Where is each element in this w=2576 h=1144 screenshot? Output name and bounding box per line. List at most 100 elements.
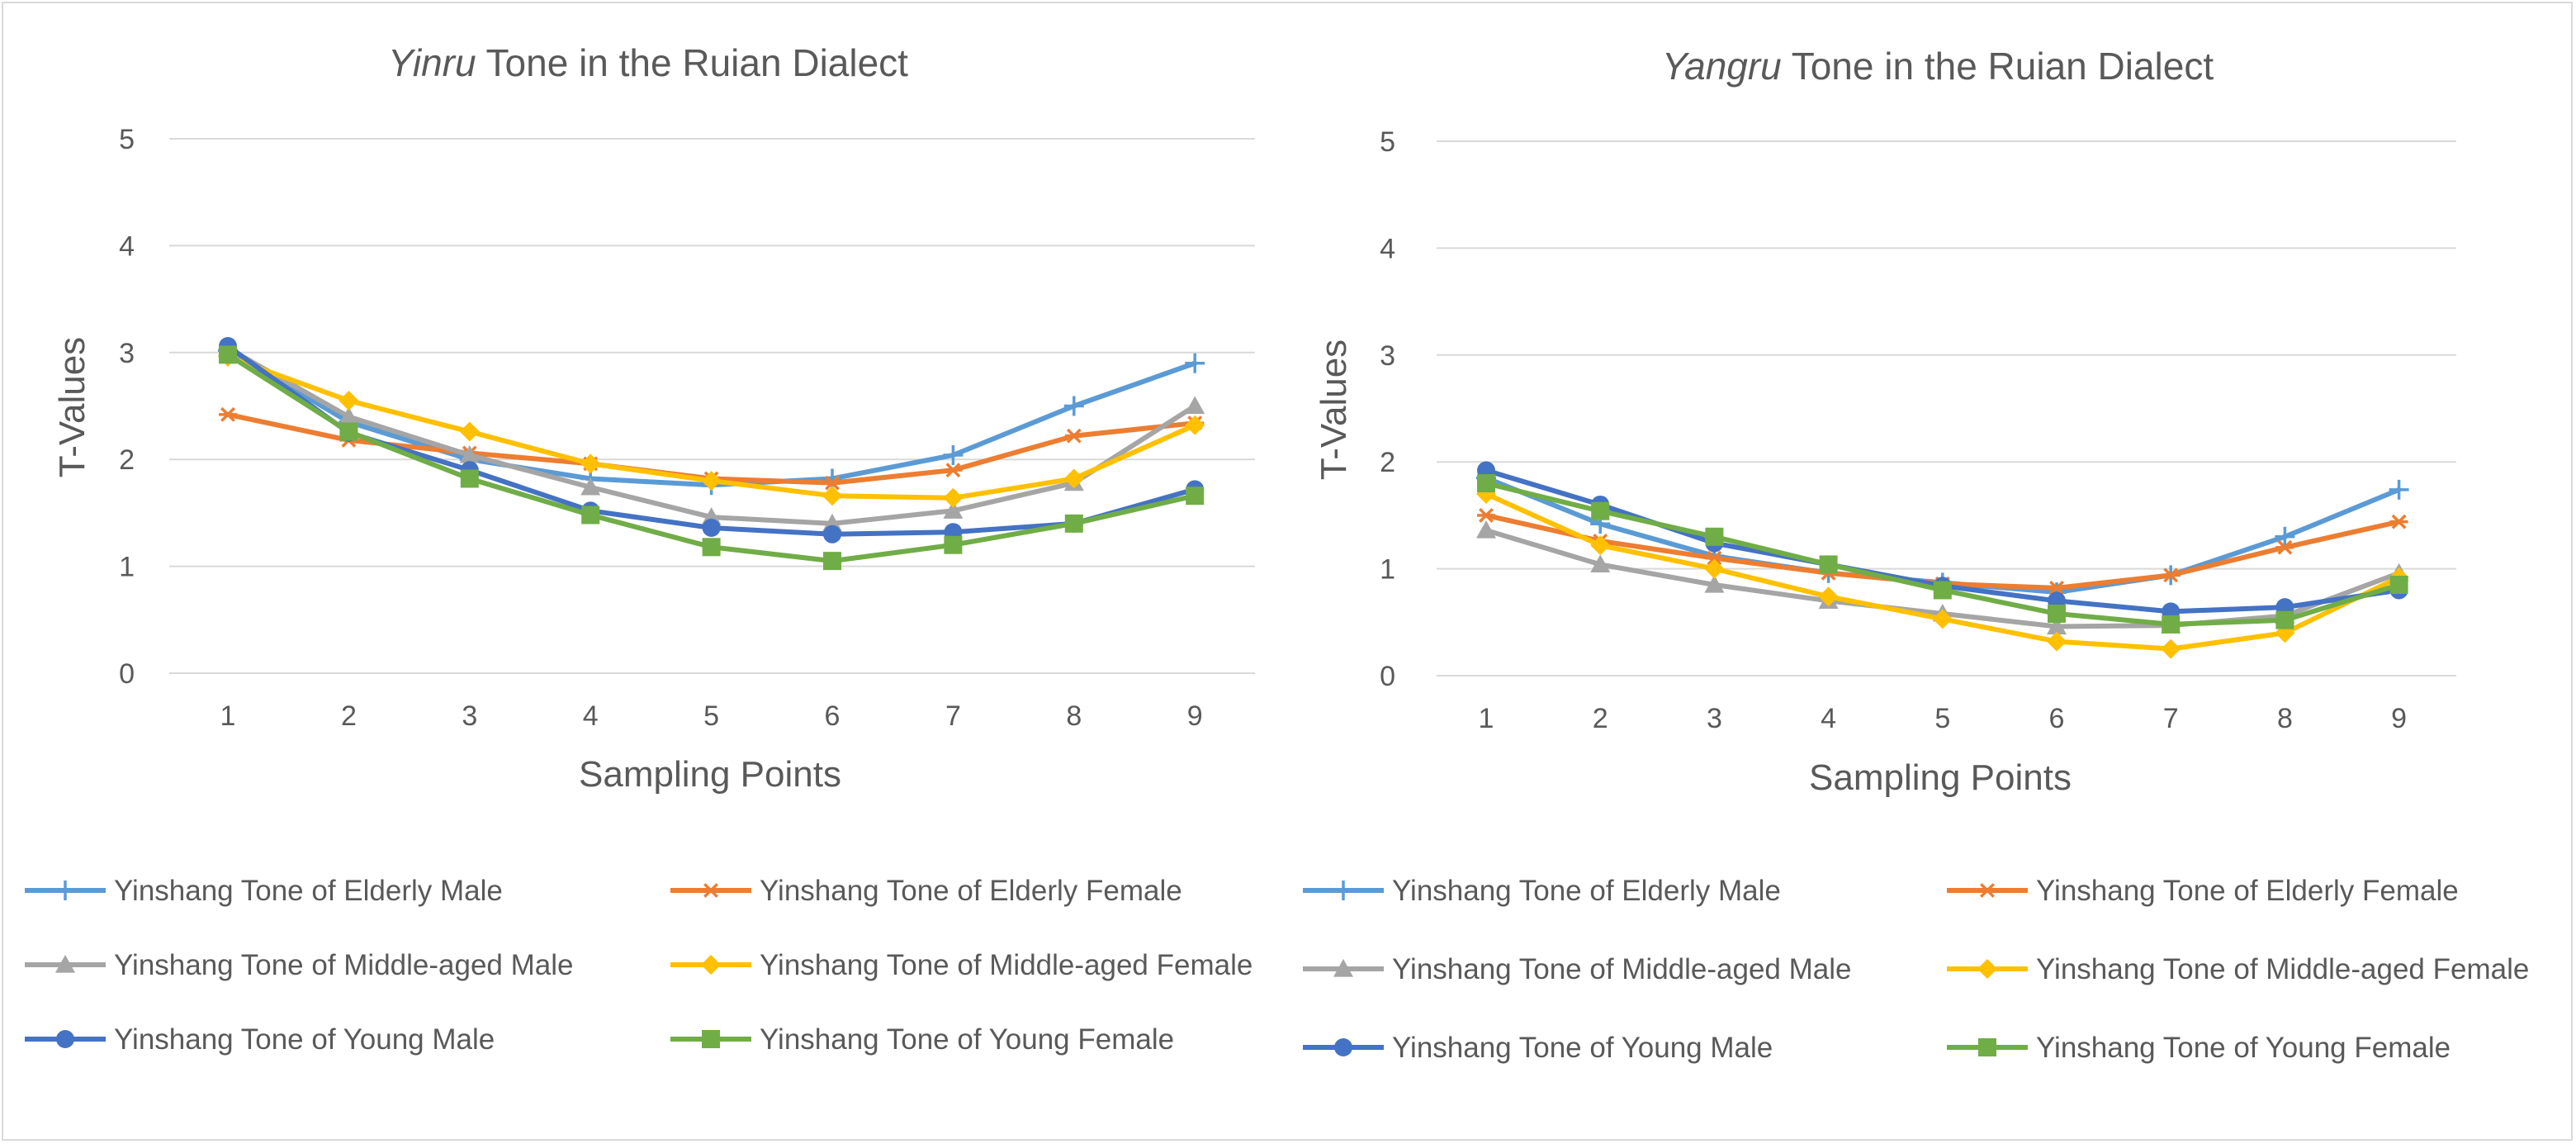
legend-label: Yinshang Tone of Young Male: [114, 1023, 495, 1056]
x-tick-label: 5: [703, 700, 719, 732]
y-tick-label: 2: [1380, 447, 1395, 478]
chart-title: Yangru Tone in the Ruian Dialect: [1662, 45, 2214, 88]
y-tick-label: 3: [1380, 340, 1395, 372]
data-point-square: [1477, 474, 1495, 493]
x-tick-label: 4: [583, 700, 599, 732]
x-tick-label: 1: [220, 700, 236, 732]
data-point-square: [2275, 610, 2294, 629]
data-point-star: [1064, 428, 1083, 444]
data-point-star: [2048, 580, 2066, 596]
legend-swatch-marker: [1333, 959, 1353, 977]
data-point-diamond: [1818, 586, 1839, 607]
legend-label: Yinshang Tone of Middle-aged Male: [114, 949, 573, 981]
series-line: [225, 348, 1198, 488]
legend-item: Yinshang Tone of Middle-aged Female: [1947, 953, 2529, 985]
x-tick-label: 2: [341, 700, 357, 732]
data-point-plus: [1063, 396, 1084, 416]
chart-title: Yinru Tone in the Ruian Dialect: [388, 41, 908, 84]
data-point-star: [2162, 567, 2181, 583]
legend-label: Yinshang Tone of Middle-aged Male: [1392, 953, 1851, 985]
gridlines: [169, 138, 1255, 674]
series-triangle: [218, 338, 1205, 532]
data-point-plus: [943, 445, 964, 466]
data-point-square: [1819, 555, 1838, 574]
data-point-triangle: [1476, 520, 1496, 539]
data-point-diamond: [2161, 638, 2181, 659]
chart-title-rest: Tone in the Ruian Dialect: [1782, 45, 2214, 88]
data-point-diamond: [1185, 415, 1205, 435]
x-tick-label: 9: [1187, 700, 1203, 732]
legend-item: Yinshang Tone of Elderly Female: [1947, 875, 2459, 907]
y-tick-label: 1: [119, 552, 135, 583]
legend-right: Yinshang Tone of Elderly Male Yinshang To…: [1303, 875, 2529, 1064]
data-point-square: [823, 552, 841, 571]
legend-item: Yinshang Tone of Middle-aged Male: [1303, 953, 1851, 985]
chart-title-italic: Yangru: [1662, 45, 1782, 88]
data-point-triangle: [1704, 575, 1725, 593]
data-point-square: [1705, 527, 1724, 546]
data-point-square: [702, 538, 721, 557]
x-axis-label: Sampling Points: [579, 754, 841, 795]
y-tick-label: 4: [119, 230, 135, 262]
y-tick-labels: 0 1 2 3 4 5: [119, 124, 135, 690]
data-point-diamond: [2047, 631, 2067, 652]
x-tick-labels: 1 2 3 4 5 6 7 8 9: [1479, 703, 2408, 734]
legend-label: Yinshang Tone of Elderly Female: [2036, 875, 2459, 907]
data-point-square: [219, 345, 237, 364]
chart-title-italic: Yinru: [388, 41, 476, 84]
data-point-circle: [702, 519, 721, 538]
legend-item: Yinshang Tone of Middle-aged Female: [670, 949, 1252, 981]
legend-swatch-marker: [56, 1030, 74, 1048]
legend-label: Yinshang Tone of Middle-aged Female: [760, 949, 1252, 981]
data-point-star: [219, 406, 237, 422]
data-point-triangle: [339, 406, 359, 425]
chart-yangru: Yangru Tone in the Ruian Dialect 012345 …: [1314, 45, 2456, 798]
data-point-square: [1591, 501, 1610, 520]
data-point-triangle: [1590, 554, 1611, 573]
y-tick-label: 5: [119, 124, 135, 155]
legend-swatch-marker: [702, 883, 720, 898]
data-point-star: [944, 463, 963, 478]
data-point-square: [944, 535, 963, 554]
series-line: [225, 345, 1198, 526]
legend-item: Yinshang Tone of Young Female: [670, 1023, 1174, 1056]
data-point-square: [339, 422, 358, 441]
series-square: [1477, 474, 2408, 634]
data-point-star: [2275, 539, 2294, 555]
legend-item: Yinshang Tone of Young Male: [25, 1023, 495, 1056]
data-point-triangle: [459, 445, 480, 463]
data-point-diamond: [1932, 609, 1953, 629]
x-tick-label: 7: [945, 700, 961, 732]
legend-swatch-marker: [702, 1030, 720, 1048]
x-tick-label: 1: [1479, 703, 1494, 734]
data-point-triangle: [943, 501, 964, 519]
x-axis-label: Sampling Points: [1809, 757, 2072, 798]
series-lines: [218, 337, 1205, 571]
data-point-diamond: [822, 486, 842, 506]
y-tick-label: 0: [119, 658, 135, 690]
x-tick-label: 2: [1593, 703, 1608, 734]
legend-swatch-marker: [55, 955, 75, 973]
legend-label: Yinshang Tone of Young Male: [1392, 1032, 1773, 1064]
legend-item: Yinshang Tone of Elderly Male: [25, 875, 503, 907]
legend-label: Yinshang Tone of Middle-aged Female: [2036, 953, 2529, 985]
data-point-square: [2162, 615, 2181, 634]
data-point-square: [581, 506, 600, 525]
data-point-circle: [823, 525, 841, 544]
data-point-square: [1064, 514, 1083, 533]
data-point-diamond: [1590, 535, 1611, 556]
data-point-diamond: [339, 391, 359, 411]
data-point-plus: [2275, 526, 2295, 547]
legend-swatch-marker: [701, 955, 721, 975]
legend-label: Yinshang Tone of Elderly Male: [114, 875, 503, 907]
legend-swatch-marker: [1978, 883, 1996, 898]
legend-item: Yinshang Tone of Elderly Female: [670, 875, 1182, 907]
data-point-plus: [2389, 479, 2409, 500]
data-point-diamond: [1063, 468, 1084, 489]
data-point-star: [1477, 507, 1495, 523]
data-point-star: [823, 475, 841, 491]
data-point-star: [1705, 550, 1724, 566]
legend-swatch-marker: [1334, 1038, 1352, 1056]
x-tick-label: 8: [2277, 703, 2293, 734]
